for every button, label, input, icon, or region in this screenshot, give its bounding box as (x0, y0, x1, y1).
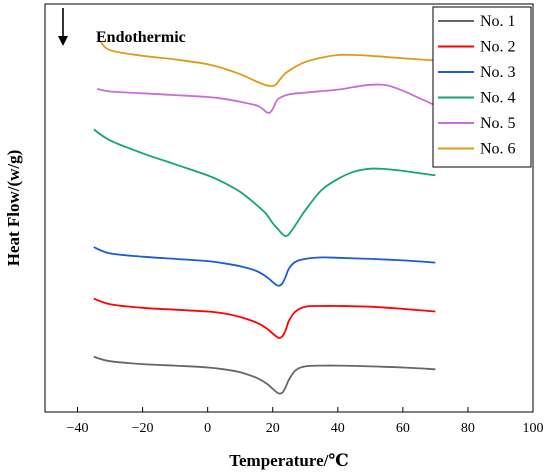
series-line-no-4 (93, 128, 436, 238)
x-tick-label: 40 (331, 421, 345, 436)
x-axis-ticks: −40 −20 0 20 40 60 80 100 (67, 407, 544, 436)
series-line-no-3 (93, 246, 436, 287)
legend-label-no-3: No. 3 (480, 64, 516, 81)
legend-box (432, 6, 532, 168)
x-tick-label: 100 (523, 421, 544, 436)
legend-label-no-2: No. 2 (480, 39, 516, 56)
x-tick-label: −20 (132, 421, 154, 436)
legend: No. 1 No. 2 No. 3 No. 4 No. 5 No. 6 (432, 6, 532, 168)
legend-label-no-1: No. 1 (480, 13, 516, 30)
endothermic-label: Endothermic (96, 29, 186, 46)
x-tick-label: 0 (204, 421, 211, 436)
y-axis-title: Heat Flow/(w/g) (4, 150, 23, 267)
endothermic-arrowhead-icon (58, 36, 68, 46)
series-line-no-1 (93, 355, 436, 395)
series-line-no-6 (99, 40, 436, 87)
x-axis-title: Temperature/℃ (229, 451, 349, 470)
x-tick-label: 60 (396, 421, 410, 436)
legend-label-no-6: No. 6 (480, 141, 516, 158)
legend-label-no-5: No. 5 (480, 115, 516, 132)
series-line-no-2 (93, 297, 436, 339)
series-lines (93, 40, 436, 395)
x-tick-label: 80 (461, 421, 475, 436)
x-tick-label: −40 (67, 421, 89, 436)
series-line-no-5 (96, 83, 436, 114)
plot-frame (44, 3, 534, 413)
x-tick-label: 20 (266, 421, 280, 436)
endothermic-annotation: Endothermic (58, 8, 186, 46)
legend-label-no-4: No. 4 (480, 90, 516, 107)
